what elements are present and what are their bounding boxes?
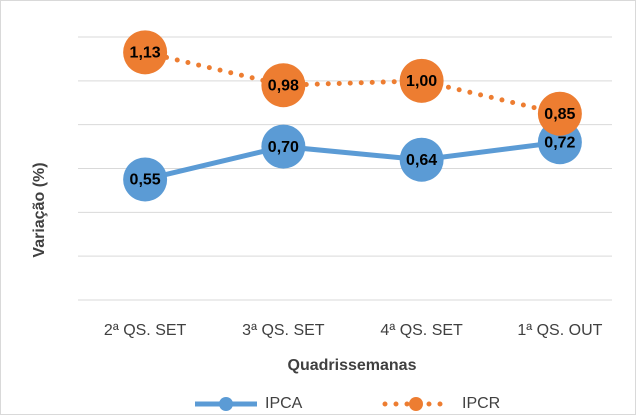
data-label: 0,72 — [544, 134, 575, 151]
data-label: 0,85 — [544, 106, 575, 123]
legend-label: IPCR — [462, 395, 500, 412]
legend-label: IPCA — [265, 395, 303, 412]
x-tick-label: 4ª QS. SET — [380, 322, 463, 339]
x-axis-title: Quadrissemanas — [288, 357, 417, 374]
data-label: 0,55 — [130, 172, 161, 189]
data-label: 1,00 — [406, 73, 437, 90]
x-tick-label: 3ª QS. SET — [242, 322, 325, 339]
data-label: 0,98 — [268, 77, 299, 94]
y-axis-title: Variação (%) — [31, 162, 48, 257]
x-tick-label: 1ª QS. OUT — [517, 322, 602, 339]
series-line — [142, 49, 563, 117]
legend-marker — [409, 397, 423, 411]
marker — [123, 157, 168, 202]
marker — [399, 137, 444, 182]
marker — [399, 58, 444, 103]
marker — [261, 63, 306, 108]
data-label: 1,13 — [130, 45, 161, 62]
data-label: 0,64 — [406, 152, 437, 169]
marker — [261, 124, 306, 169]
marker — [537, 91, 582, 136]
data-label: 0,70 — [268, 139, 299, 156]
legend-marker — [219, 397, 233, 411]
series-line — [144, 139, 561, 182]
x-tick-label: 2ª QS. SET — [104, 322, 187, 339]
marker — [123, 30, 168, 75]
